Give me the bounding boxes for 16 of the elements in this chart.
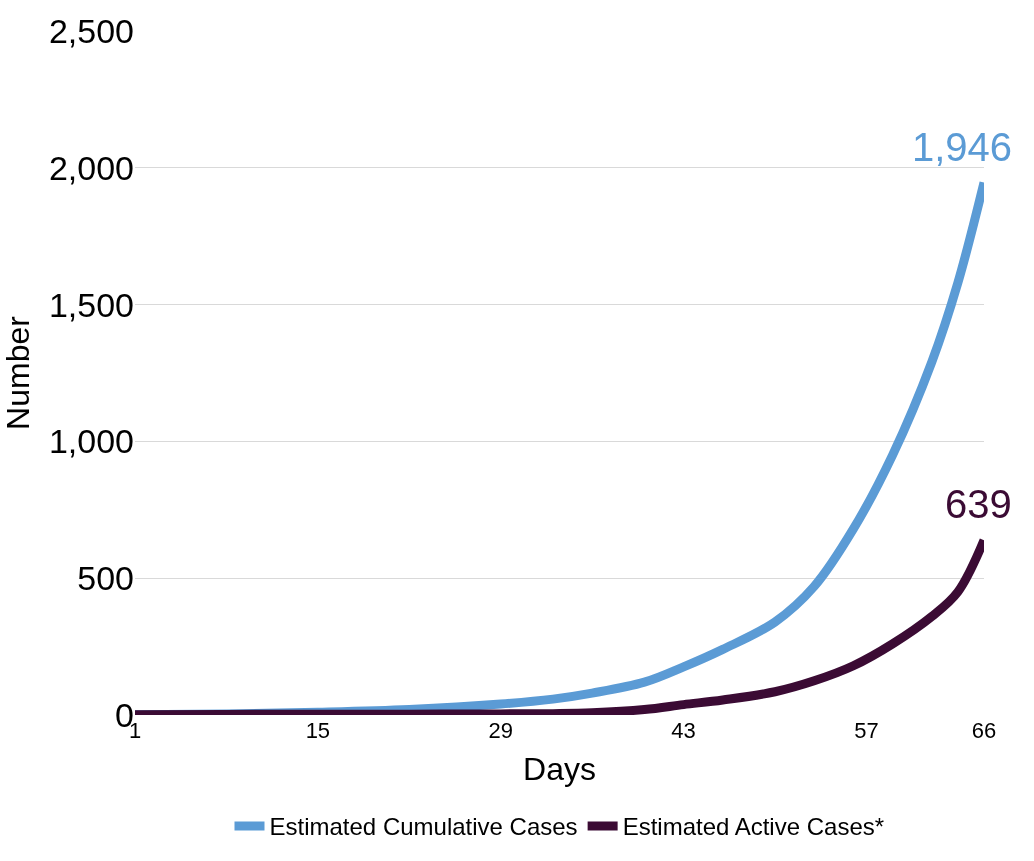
x-tick-label: 43 (671, 718, 696, 743)
y-tick-label: 1,000 (48, 422, 134, 461)
x-tick-label: 57 (854, 718, 879, 743)
y-tick-label: 2,000 (48, 148, 134, 187)
x-axis-title: Days (523, 750, 596, 787)
x-tick-label: 15 (305, 718, 331, 743)
y-axis-title: Number (0, 315, 36, 430)
annotation: 1,946 (912, 125, 1013, 169)
x-tick-label: 29 (488, 718, 513, 743)
legend-label: Estimated Cumulative Cases (269, 813, 578, 841)
legend-label: Estimated Active Cases* (622, 813, 885, 841)
annotation: 639 (945, 482, 1012, 526)
y-tick-label: 2,500 (48, 11, 134, 50)
y-tick-label: 1,500 (48, 285, 134, 324)
y-tick-label: 500 (77, 559, 134, 598)
x-tick-label: 66 (971, 718, 997, 743)
